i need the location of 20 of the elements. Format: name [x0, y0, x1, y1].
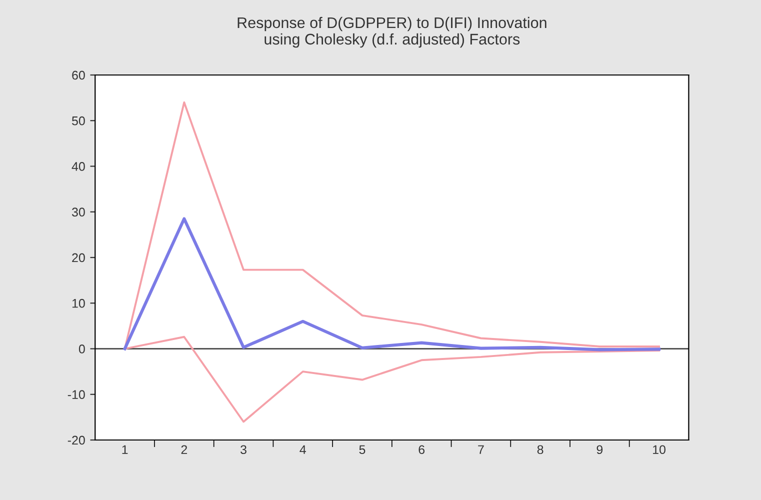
- y-tick-label: -20: [68, 436, 85, 445]
- x-tick-label: 3: [240, 445, 246, 454]
- x-tick-label: 9: [596, 445, 603, 454]
- y-tick-label: -10: [68, 390, 85, 400]
- y-tick-label: 0: [78, 344, 85, 354]
- y-tick-label: 10: [72, 298, 85, 308]
- x-tick-label: 5: [359, 445, 366, 454]
- y-tick-label: 30: [72, 208, 85, 217]
- y-tick-label: 50: [72, 116, 85, 126]
- x-tick-label: 6: [418, 445, 425, 454]
- x-tick-label: 2: [181, 445, 188, 454]
- x-tick-label: 4: [300, 445, 306, 454]
- chart-title: Response of D(GDPPER) to D(IFI) Innovation using Cholesky (d.f. adjusted) Factors: [238, 16, 546, 48]
- x-tick-label: 8: [537, 445, 544, 454]
- x-tick-label: 1: [122, 445, 128, 454]
- y-tick-label: 40: [72, 162, 85, 171]
- y-tick-label: 60: [72, 70, 85, 80]
- y-tick-label: 20: [72, 253, 85, 262]
- x-tick-label: 10: [653, 445, 666, 454]
- x-tick-label: 7: [478, 445, 484, 454]
